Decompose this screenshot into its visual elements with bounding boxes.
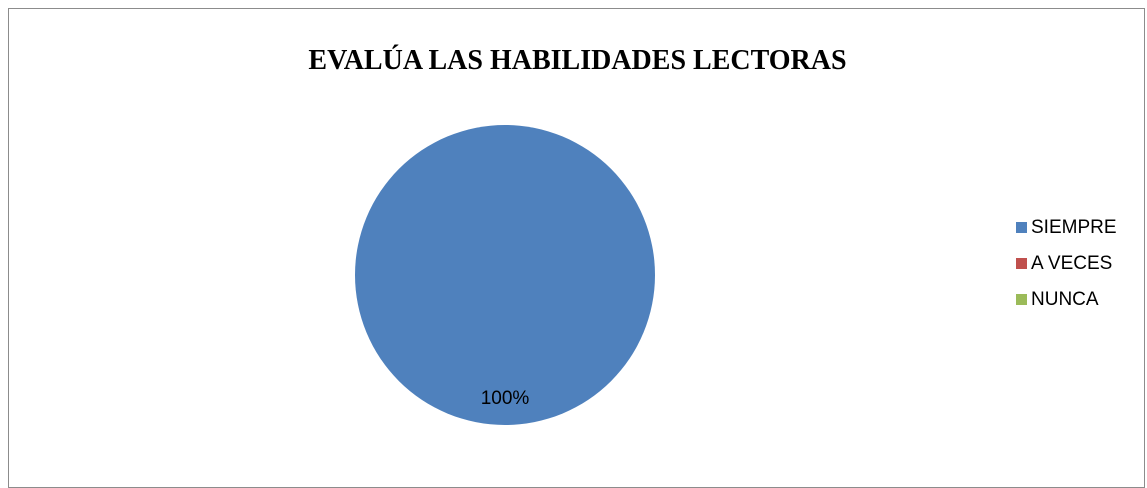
chart-area: EVALÚA LAS HABILIDADES LECTORAS 100% SIE…: [8, 8, 1145, 488]
pie-slices: [355, 125, 655, 425]
pie-data-labels: 100%: [481, 388, 530, 409]
pie-chart: 100% SIEMPRE A VECES NUNCA: [355, 125, 1117, 425]
legend-item-nunca: NUNCA: [1016, 289, 1099, 310]
pie-slice-siempre: [355, 125, 655, 425]
data-label-siempre: 100%: [481, 388, 530, 409]
legend-label-nunca: NUNCA: [1031, 289, 1099, 310]
chart-legend: SIEMPRE A VECES NUNCA: [1016, 217, 1117, 310]
legend-swatch-siempre: [1016, 222, 1027, 233]
legend-label-a-veces: A VECES: [1031, 253, 1112, 274]
legend-swatch-a-veces: [1016, 258, 1027, 269]
legend-item-siempre: SIEMPRE: [1016, 217, 1117, 238]
legend-label-siempre: SIEMPRE: [1031, 217, 1117, 238]
chart-title: EVALÚA LAS HABILIDADES LECTORAS: [308, 45, 847, 76]
legend-swatch-nunca: [1016, 294, 1027, 305]
legend-item-a-veces: A VECES: [1016, 253, 1112, 274]
